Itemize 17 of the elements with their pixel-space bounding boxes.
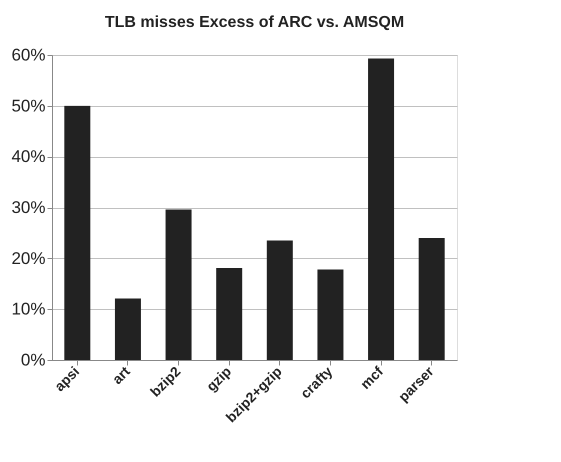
- bar: [64, 106, 90, 360]
- y-tick-label: 30%: [11, 198, 46, 217]
- y-tick-label: 20%: [11, 248, 46, 268]
- y-tick-label: 0%: [20, 350, 46, 370]
- y-tick-label: 60%: [11, 46, 46, 64]
- chart-title: TLB misses Excess of ARC vs. AMSQM: [104, 14, 404, 31]
- bar: [166, 210, 192, 360]
- bar: [266, 240, 293, 360]
- bar: [317, 270, 344, 360]
- bar: [216, 268, 242, 360]
- x-tick-label: art: [108, 362, 134, 388]
- bar: [114, 298, 141, 360]
- bar: [368, 58, 394, 360]
- bar: [418, 238, 445, 360]
- y-tick-label: 50%: [11, 96, 46, 116]
- y-tick-label: 10%: [11, 300, 46, 319]
- y-tick-label: 40%: [11, 147, 46, 166]
